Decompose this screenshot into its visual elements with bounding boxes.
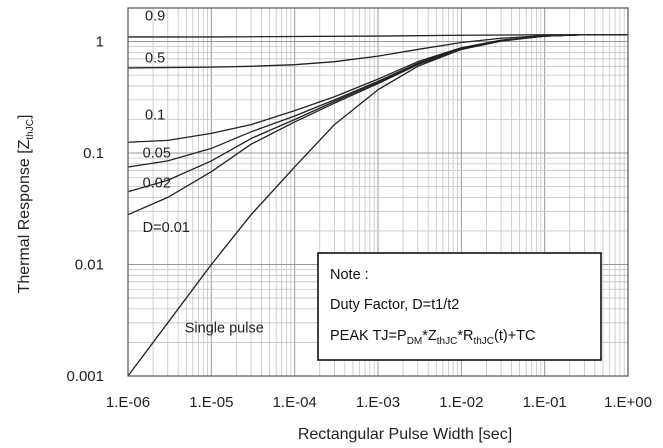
curve-label: 0.9 [145,8,165,24]
curve-label: 0.02 [143,176,171,192]
x-tick-label: 1.E-03 [356,394,400,411]
curve-label: 0.1 [145,107,165,123]
formula-part-4: (t)+TC [494,328,535,344]
formula-part-3: *R [457,328,473,344]
x-tick-label: 1.E-04 [273,394,317,411]
formula-part-1: PEAK TJ=P [330,328,407,344]
formula-sub-1: DM [407,336,423,347]
curve-label: D=0.01 [143,220,190,236]
y-tick-label: 1 [96,34,104,51]
y-axis-title: Thermal Response [ZthJC] [16,115,36,294]
note-box-frame [317,252,602,361]
x-tick-label: 1.E+00 [604,394,652,411]
x-tick-label: 1.E-05 [189,394,233,411]
series-line-0-9 [128,34,628,38]
x-tick-label: 1.E-01 [523,394,567,411]
series-curves [127,34,628,377]
y-tick-labels: 0.001 0.01 0.1 1 [66,34,104,385]
curve-label: 0.05 [143,146,171,162]
x-tick-label: 1.E-02 [439,394,483,411]
curve-label: 0.5 [145,50,165,66]
y-axis-title-subscript: thJC [25,119,36,140]
formula-part-2: *Z [422,328,437,344]
y-tick-label: 0.01 [75,257,104,274]
formula-sub-3: thJC [473,336,494,347]
x-axis-title: Rectangular Pulse Width [sec] [298,426,512,443]
y-tick-label: 0.1 [83,145,104,162]
note-duty-factor: Duty Factor, D=t1/t2 [330,297,459,313]
note-peak-formula: PEAK TJ=PDM*ZthJC*RthJC(t)+TC [330,328,536,347]
y-axis-title-main: Thermal Response [Z [16,139,33,293]
y-axis-title-close: ] [16,115,33,119]
y-tick-label: 0.001 [66,368,104,385]
curve-labels: 0.9 0.5 0.1 0.05 0.02 D=0.01 Single pulse [143,8,264,336]
curve-label: Single pulse [185,321,264,337]
note-box: Note : Duty Factor, D=t1/t2 PEAK TJ=PDM*… [317,252,602,361]
note-title: Note : [330,267,369,283]
plot-frame [127,7,629,377]
formula-sub-2: thJC [437,336,458,347]
x-tick-labels: 1.E-06 1.E-05 1.E-04 1.E-03 1.E-02 1.E-01 1.E+… [106,394,652,411]
series-line-single-pulse [127,34,578,377]
x-tick-label: 1.E-06 [106,394,150,411]
